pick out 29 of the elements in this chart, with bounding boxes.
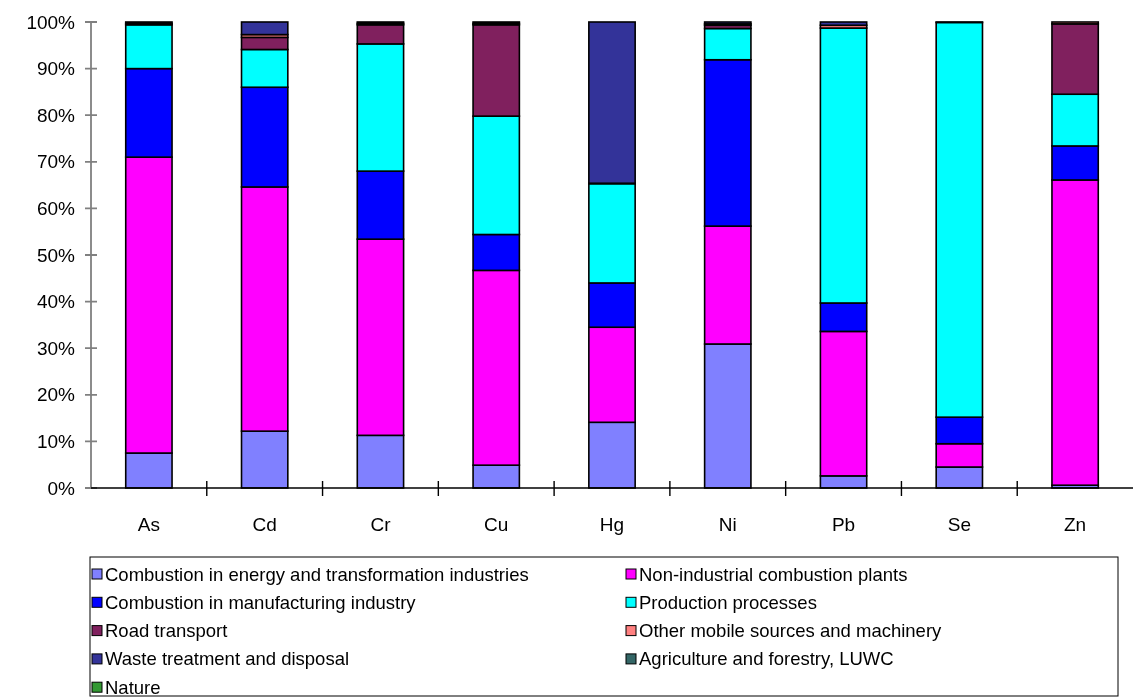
x-tick-label: As [137, 513, 160, 535]
x-tick-label: Cd [252, 513, 277, 535]
legend-label: Nature [105, 676, 161, 697]
legend-label: Combustion in energy and transformation industries [105, 563, 529, 585]
y-tick-label: 20% [36, 384, 76, 406]
x-tick-label: Pb [831, 513, 856, 535]
legend-label: Non-industrial combustion plants [639, 563, 908, 585]
x-tick-label: Hg [599, 513, 625, 535]
x-tick-label: Cu [484, 513, 509, 535]
y-tick-label: 30% [36, 337, 76, 359]
legend-label: Other mobile sources and machinery [639, 620, 943, 642]
y-tick-label: 10% [36, 430, 76, 452]
x-tick-label: Se [947, 513, 971, 535]
legend-label: Combustion in manufacturing industry [105, 591, 417, 613]
y-tick-label: 70% [36, 151, 76, 173]
y-tick-label: 60% [36, 197, 76, 219]
legend-label: Waste treatment and disposal [105, 648, 350, 670]
x-tick-label: Zn [1064, 513, 1087, 535]
y-tick-label: 90% [36, 58, 76, 80]
y-tick-label: 0% [47, 477, 76, 499]
y-tick-label: 40% [36, 291, 76, 313]
x-tick-label: Cr [370, 513, 392, 535]
y-tick-label: 100% [26, 11, 76, 33]
y-tick-label: 50% [36, 244, 76, 266]
legend-label: Production processes [639, 591, 817, 613]
y-tick-label: 80% [36, 104, 76, 126]
x-tick-label: Ni [718, 513, 737, 535]
legend-label: Road transport [105, 620, 228, 642]
legend-label: Agriculture and forestry, LUWC [639, 648, 894, 670]
